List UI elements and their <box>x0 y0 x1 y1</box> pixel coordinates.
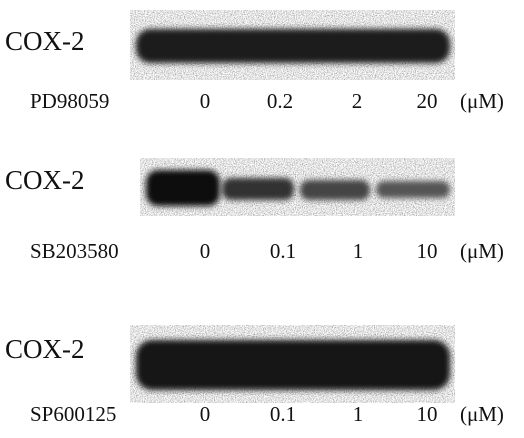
concentration: 10 <box>417 239 438 263</box>
band <box>146 170 220 206</box>
band <box>300 180 370 200</box>
concentration: 0 <box>200 402 211 426</box>
concentration: 0 <box>200 239 211 263</box>
concentration: 1 <box>353 239 364 263</box>
concentration: 20 <box>417 89 438 113</box>
blot-panel: COX-2 PD98059 0 0.2 2 20 (μM) <box>5 10 504 113</box>
concentration: 0.1 <box>270 402 296 426</box>
inhibitor-label: SP600125 <box>30 402 116 426</box>
inhibitor-label: SB203580 <box>30 239 119 263</box>
concentration: 2 <box>352 89 363 113</box>
unit-label: (μM) <box>460 89 504 113</box>
concentration: 1 <box>353 402 364 426</box>
inhibitor-label: PD98059 <box>30 89 109 113</box>
western-blot-figure: COX-2 PD98059 0 0.2 2 20 (μM) COX-2 SB20… <box>0 0 524 438</box>
band <box>376 181 450 198</box>
concentration: 0.1 <box>270 239 296 263</box>
concentration: 10 <box>417 402 438 426</box>
unit-label: (μM) <box>460 402 504 426</box>
unit-label: (μM) <box>460 239 504 263</box>
band <box>136 29 450 63</box>
concentration: 0.2 <box>267 89 293 113</box>
protein-label: COX-2 <box>5 334 85 364</box>
band <box>136 340 450 390</box>
blot-panel: COX-2 SB203580 0 0.1 1 10 (μM) <box>5 158 504 263</box>
blot-panel: COX-2 SP600125 0 0.1 1 10 (μM) <box>5 325 504 426</box>
protein-label: COX-2 <box>5 165 85 195</box>
concentration: 0 <box>200 89 211 113</box>
band <box>222 178 294 200</box>
protein-label: COX-2 <box>5 26 85 56</box>
